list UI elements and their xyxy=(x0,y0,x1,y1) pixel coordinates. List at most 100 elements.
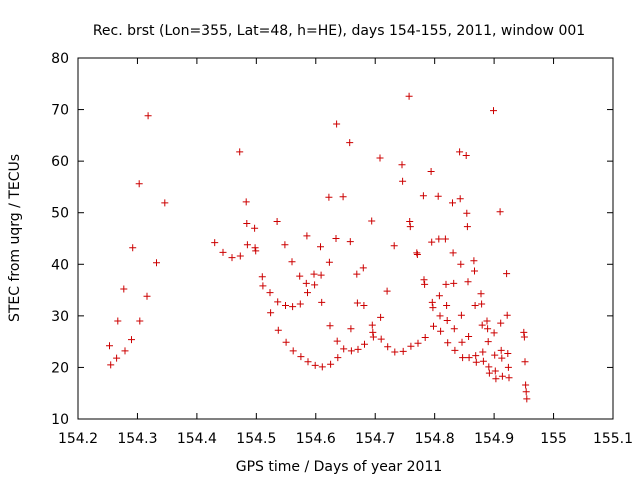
plot-border xyxy=(77,57,614,420)
data-point xyxy=(428,298,436,306)
data-point xyxy=(421,334,429,341)
data-points xyxy=(106,92,531,403)
y-tick-label: 50 xyxy=(51,206,69,222)
data-point xyxy=(406,223,414,231)
data-point xyxy=(282,302,289,309)
data-point xyxy=(143,292,151,300)
data-point xyxy=(462,152,470,159)
data-point xyxy=(443,302,451,309)
data-point xyxy=(485,369,493,377)
data-point xyxy=(405,92,413,100)
data-point xyxy=(302,279,310,287)
data-point xyxy=(436,312,444,320)
data-point xyxy=(457,311,465,319)
data-point xyxy=(465,333,473,340)
data-point xyxy=(296,272,304,280)
x-tick-label: 155 xyxy=(540,431,567,447)
data-point xyxy=(390,242,398,250)
y-axis-ticks: 10 20 30 40 50 60 70 80 xyxy=(51,51,613,428)
y-tick-label: 20 xyxy=(51,360,69,376)
data-point xyxy=(288,258,296,266)
data-point xyxy=(340,345,348,353)
data-point xyxy=(311,281,319,289)
data-point xyxy=(463,223,471,231)
data-point xyxy=(259,282,267,290)
data-point xyxy=(523,395,531,403)
x-tick-label: 154.4 xyxy=(177,431,217,447)
data-point xyxy=(491,351,499,359)
data-point xyxy=(311,361,319,369)
data-point xyxy=(450,279,458,287)
data-point xyxy=(107,361,115,369)
data-point xyxy=(399,177,407,185)
data-point xyxy=(310,270,318,278)
data-point xyxy=(483,317,491,325)
data-point xyxy=(497,346,505,354)
data-point xyxy=(504,350,512,357)
x-tick-label: 154.7 xyxy=(355,431,395,447)
y-tick-label: 60 xyxy=(51,154,69,170)
data-point xyxy=(458,338,466,346)
data-point xyxy=(361,340,368,348)
x-tick-label: 154.3 xyxy=(117,431,157,447)
data-point xyxy=(449,249,457,257)
data-point xyxy=(289,347,297,355)
y-axis-title: STEC from uqrg / TECUs xyxy=(7,154,23,322)
data-point xyxy=(471,302,479,309)
data-point xyxy=(347,347,355,355)
data-point xyxy=(368,217,376,225)
plot-frame xyxy=(77,57,614,420)
data-point xyxy=(427,168,435,175)
data-point xyxy=(456,195,464,203)
data-point xyxy=(457,260,465,268)
x-axis-ticks: 154.2 154.3 154.4 154.5 154.6 154.7 154.8 154.9… xyxy=(58,58,633,447)
data-point xyxy=(128,336,135,344)
data-point xyxy=(441,235,449,243)
data-point xyxy=(135,180,143,188)
data-point xyxy=(479,357,487,365)
data-point xyxy=(459,354,467,362)
data-point xyxy=(297,353,305,361)
data-point xyxy=(334,354,342,362)
data-point xyxy=(377,335,385,343)
data-point xyxy=(398,161,406,169)
data-point xyxy=(522,388,530,396)
data-point xyxy=(496,208,504,216)
data-point xyxy=(326,322,334,330)
data-point xyxy=(303,232,311,240)
data-point xyxy=(136,317,144,325)
data-point xyxy=(451,346,459,354)
data-point xyxy=(228,254,236,262)
data-point xyxy=(121,347,129,355)
data-point xyxy=(325,258,333,266)
data-point xyxy=(377,313,385,321)
x-tick-label: 154.2 xyxy=(58,431,98,447)
data-point xyxy=(450,325,458,333)
data-point xyxy=(505,374,513,382)
data-point xyxy=(211,239,219,247)
data-point xyxy=(477,290,485,298)
data-point xyxy=(471,267,478,275)
data-point xyxy=(282,338,290,346)
data-point xyxy=(464,278,472,286)
data-point xyxy=(384,343,392,351)
data-point xyxy=(359,264,367,272)
data-point xyxy=(273,218,281,225)
data-point xyxy=(383,287,391,295)
data-point xyxy=(332,235,340,242)
data-point xyxy=(360,302,368,309)
chart-title: Rec. brst (Lon=355, Lat=48, h=HE), days … xyxy=(93,23,585,39)
data-point xyxy=(353,270,361,278)
data-point xyxy=(478,300,486,308)
data-point xyxy=(243,220,251,227)
data-point xyxy=(485,363,493,371)
data-point xyxy=(327,360,335,368)
data-point xyxy=(406,218,414,225)
data-point xyxy=(521,358,529,366)
data-point xyxy=(470,257,478,265)
data-point xyxy=(503,311,511,319)
data-point xyxy=(266,289,274,297)
data-point xyxy=(106,342,113,350)
data-point xyxy=(498,354,506,362)
data-point xyxy=(354,345,362,353)
